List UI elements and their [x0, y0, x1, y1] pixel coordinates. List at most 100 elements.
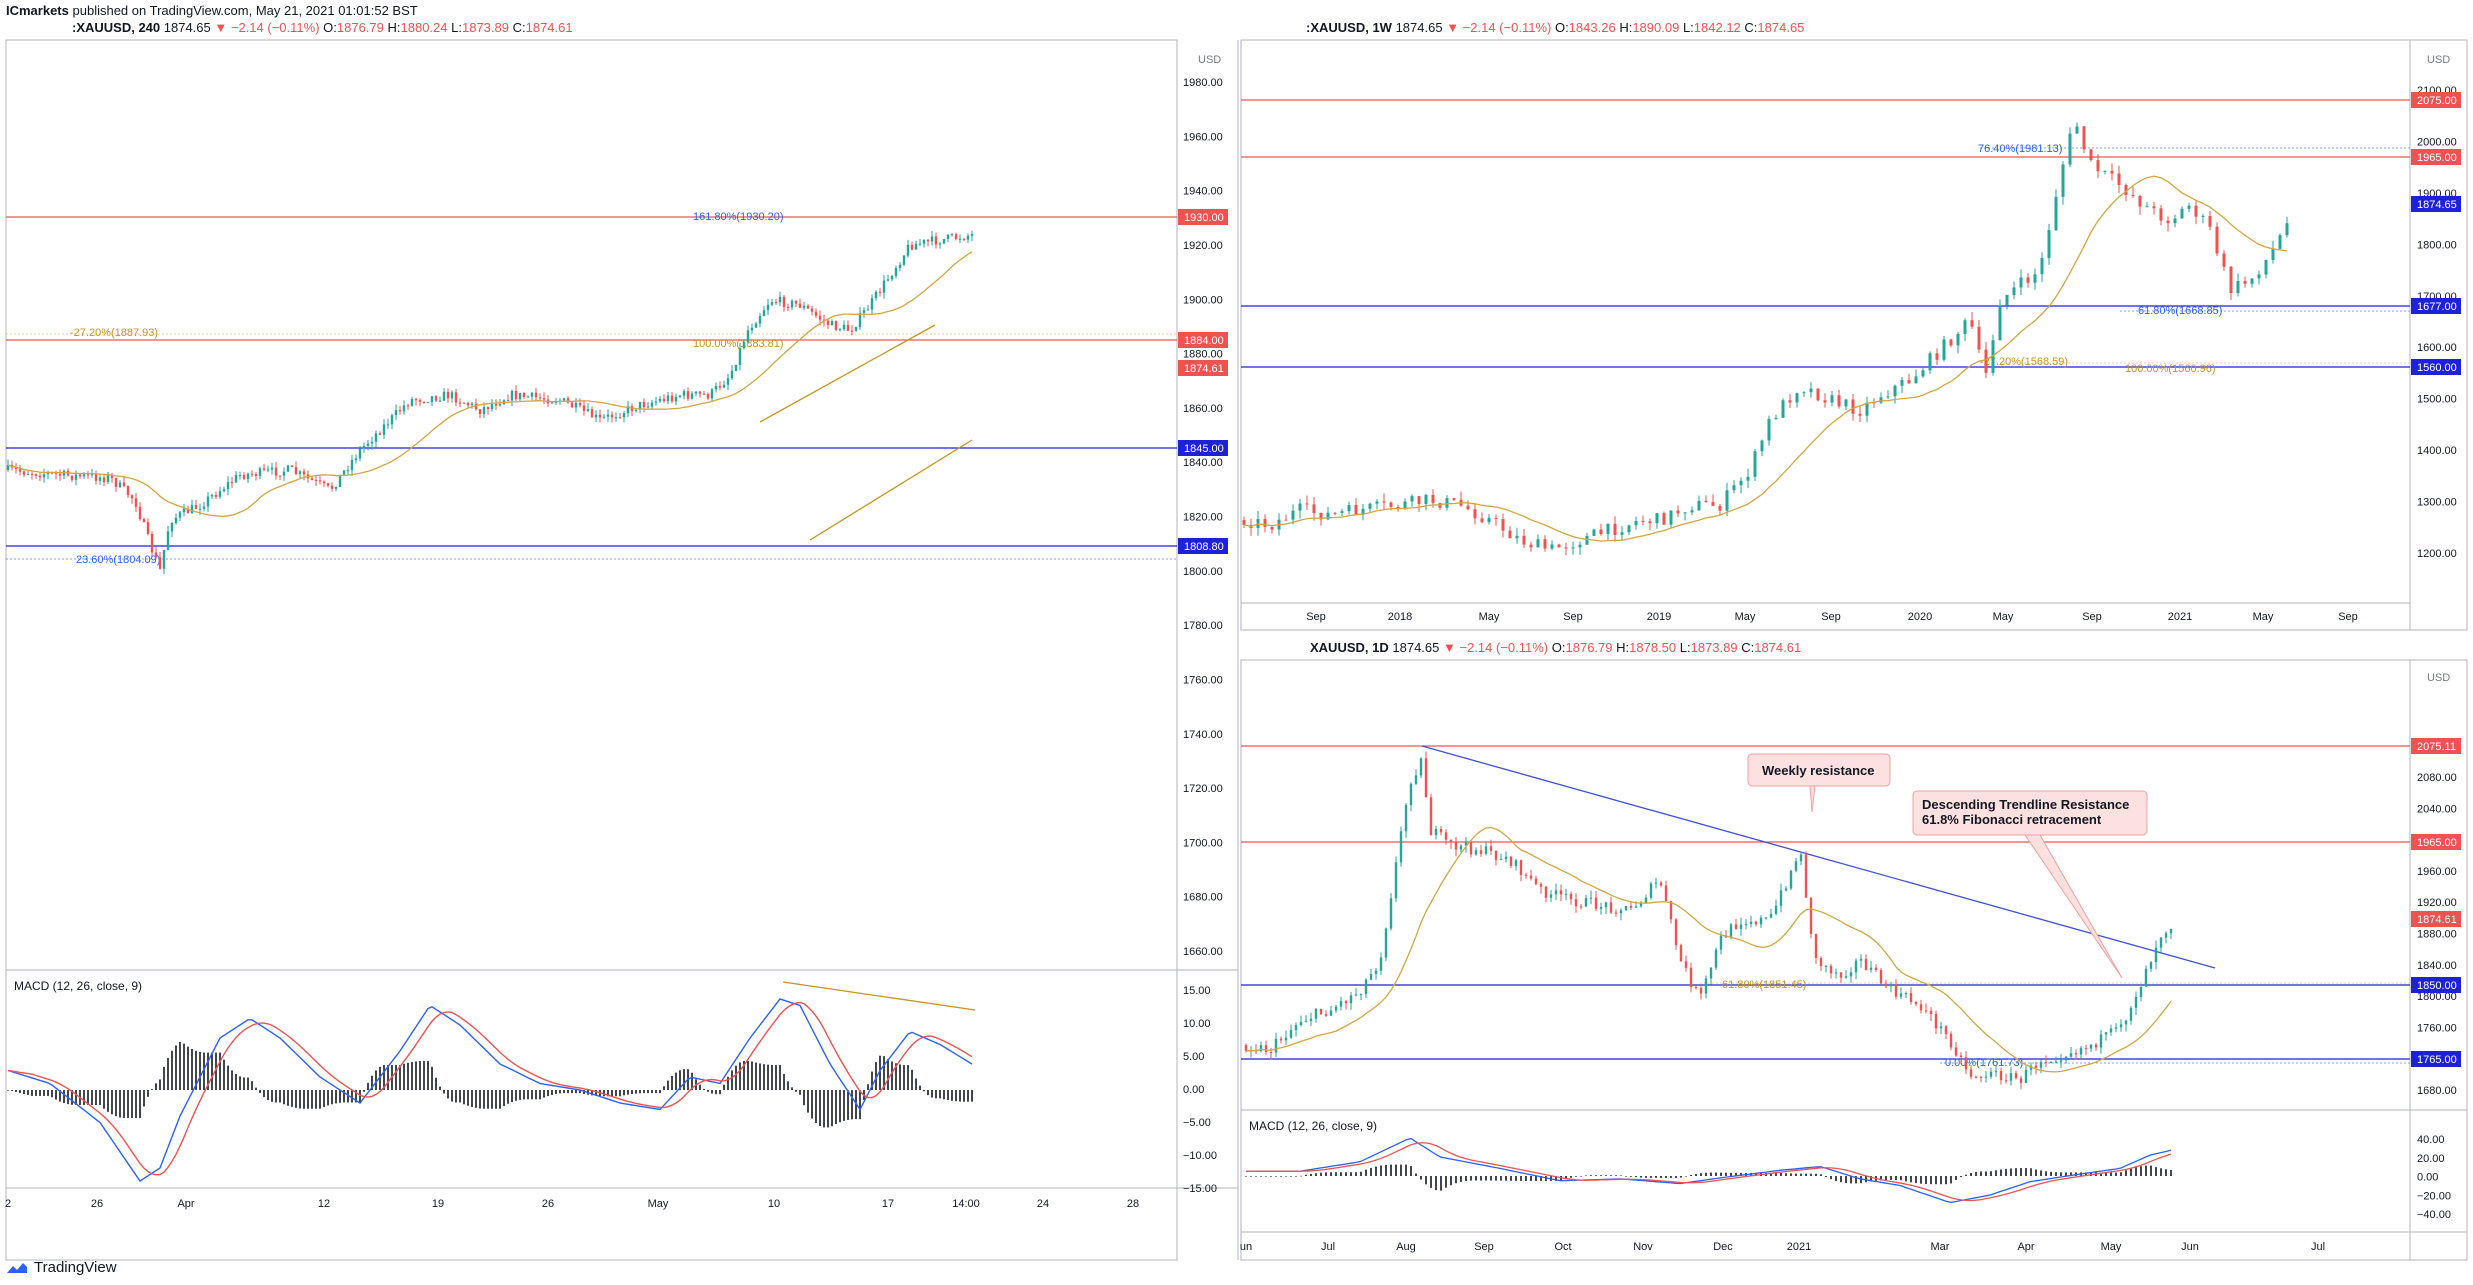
candle-body	[126, 486, 130, 496]
candle-body	[1974, 1076, 1978, 1078]
candle-body	[1679, 945, 1683, 962]
candle-body	[1284, 519, 1288, 521]
macd-histogram-bar	[1610, 1175, 1612, 1176]
candle-body	[2059, 1060, 2063, 1062]
symbol-name[interactable]: :XAUUSD, 240	[72, 20, 161, 35]
time-axis-tick: Sep	[2338, 611, 2358, 623]
candle-body	[1464, 842, 1468, 846]
candle-body	[1585, 535, 1589, 545]
macd-histogram-bar	[175, 1045, 177, 1090]
callout-weekly-resistance[interactable]: Weekly resistance	[1747, 753, 1891, 813]
macd-histogram-bar	[1960, 1176, 1962, 1178]
candle-body	[2109, 1028, 2113, 1033]
macd-histogram-bar	[1855, 1176, 1857, 1184]
macd-histogram-bar	[131, 1090, 133, 1119]
candle-body	[2243, 281, 2247, 284]
candle-body	[1711, 502, 1715, 506]
candle-body	[390, 415, 394, 425]
candle-body	[894, 267, 898, 276]
candle-body	[226, 482, 230, 490]
candle-body	[746, 330, 750, 343]
candle-body	[498, 404, 502, 406]
d1-currency-label[interactable]: USD	[2427, 672, 2450, 684]
candle-body	[2104, 1032, 2108, 1035]
candle-body	[1814, 933, 1818, 958]
macd-histogram-bar	[1385, 1164, 1387, 1176]
macd-histogram-bar	[2045, 1171, 2047, 1176]
h4-time-axis[interactable]: 2 26 Apr 12 19 26 May 10 17 14:00 24 28	[5, 1198, 1139, 1210]
d1-time-axis[interactable]: un Jul Aug Sep Oct Nov Dec 2021 Mar Apr May Jun Jul	[1240, 1241, 2325, 1253]
macd-histogram-bar	[1520, 1176, 1522, 1181]
macd-histogram-bar	[151, 1089, 153, 1090]
macd-histogram-bar	[75, 1090, 77, 1105]
macd-histogram-bar	[231, 1070, 233, 1090]
h4-price-axis[interactable]: 1980.00 1960.00 1940.00 1920.00 1900.00 1880.…	[1183, 77, 1223, 958]
candle-body	[186, 508, 190, 514]
macd-histogram-bar	[1665, 1176, 1667, 1178]
candle-body	[602, 416, 606, 418]
macd-histogram-bar	[1905, 1176, 1907, 1182]
symbol-name[interactable]: :XAUUSD, 1W	[1306, 20, 1392, 35]
price-axis-tick: 1600.00	[2417, 342, 2457, 354]
candle-body	[370, 441, 374, 444]
d1-price-tag-2075: 2075.11	[2411, 738, 2461, 754]
d1-price-tag-1965: 1965.00	[2411, 834, 2461, 850]
last-price: 1874.65	[163, 20, 211, 35]
macd-histogram-bar	[531, 1090, 533, 1100]
symbol-name[interactable]: XAUUSD, 1D	[1310, 640, 1389, 655]
candle-body	[1539, 884, 1543, 887]
candle-body	[322, 481, 326, 484]
candle-body	[2054, 196, 2058, 231]
macd-histogram-bar	[159, 1079, 161, 1090]
candle-body	[1819, 957, 1823, 967]
h4-currency-label[interactable]: USD	[1198, 54, 1221, 66]
d1-moving-average	[1245, 826, 2172, 1073]
candle-body	[710, 389, 714, 399]
open-label: O:	[323, 20, 337, 35]
macd-histogram-bar	[1975, 1171, 1977, 1176]
low-value: 1873.89	[1690, 640, 1738, 655]
candle-body	[1354, 505, 1358, 515]
candle-body	[2026, 277, 2030, 283]
macd-histogram-bar	[1265, 1176, 1267, 1177]
candle-body	[450, 392, 454, 399]
w1-fib-label-61: 61.80%(1668.85)	[2138, 305, 2222, 317]
h4-chart-panel[interactable]: USD 1980.001960.001940.001920.001900.001…	[5, 39, 1239, 1261]
macd-histogram-bar	[323, 1090, 325, 1107]
candle-body	[446, 391, 450, 399]
candle-body	[538, 397, 542, 399]
macd-histogram-bar	[623, 1090, 625, 1096]
candle-body	[762, 310, 766, 316]
callout-descending-trendline[interactable]: Descending Trendline Resistance 61.8% Fi…	[1912, 790, 2148, 979]
w1-chart-panel[interactable]: USD 2100.002000.001900.001800.001700.001…	[1240, 39, 2468, 631]
publisher-name[interactable]: ICmarkets	[6, 3, 69, 18]
candle-body	[274, 467, 278, 476]
fib-label-100: 100.00%(1883.81)	[693, 338, 784, 350]
candle-body	[526, 396, 530, 398]
macd-histogram-bar	[1510, 1176, 1512, 1181]
candle-body	[2019, 1078, 2023, 1083]
macd-histogram-bar	[1590, 1175, 1592, 1176]
macd-histogram-bar	[1680, 1176, 1682, 1178]
macd-histogram-bar	[1555, 1176, 1557, 1181]
macd-histogram-bar	[447, 1090, 449, 1099]
candle-body	[1452, 498, 1456, 500]
candle-body	[1689, 967, 1693, 988]
candle-body	[882, 280, 886, 293]
d1-chart-panel[interactable]: USD 2080.002040.002000.001960.001920.001…	[1240, 659, 2468, 1261]
macd-histogram-bar	[2030, 1168, 2032, 1176]
candle-body	[486, 407, 490, 410]
candle-body	[1354, 994, 1358, 996]
candle-body	[1959, 1055, 1963, 1058]
tradingview-footer[interactable]: TradingView	[6, 1259, 117, 1276]
candle-body	[262, 468, 266, 470]
candle-body	[1884, 983, 1888, 987]
candle-body	[1864, 958, 1868, 970]
w1-currency-label[interactable]: USD	[2427, 54, 2450, 66]
candle-body	[1829, 965, 1833, 974]
macd-histogram-bar	[719, 1090, 721, 1095]
d1-price-axis[interactable]: 2080.002040.002000.001960.001920.001880.…	[2417, 772, 2457, 1097]
w1-time-axis[interactable]: Sep 2018 May Sep 2019 May Sep 2020 May Sep 2021 May…	[1306, 611, 2358, 623]
macd-histogram-bar	[1895, 1176, 1897, 1180]
price-change: ▼ −2.14 (−0.11%)	[1443, 640, 1549, 655]
